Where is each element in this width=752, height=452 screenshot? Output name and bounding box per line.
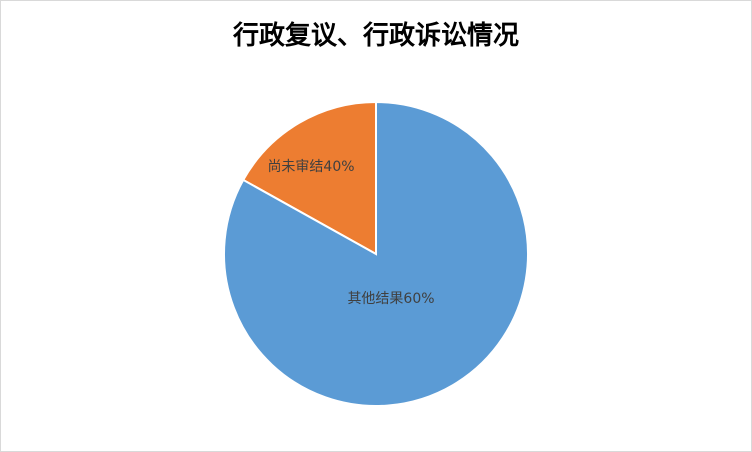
pie-slice-1 — [241, 100, 377, 256]
data-label-1: 尚未审结40% — [267, 159, 354, 175]
pie-slice-2 — [223, 100, 529, 407]
data-label-2: 其他结果60% — [347, 291, 434, 307]
chart-title: 行政复议、行政诉讼情况 — [232, 21, 519, 51]
